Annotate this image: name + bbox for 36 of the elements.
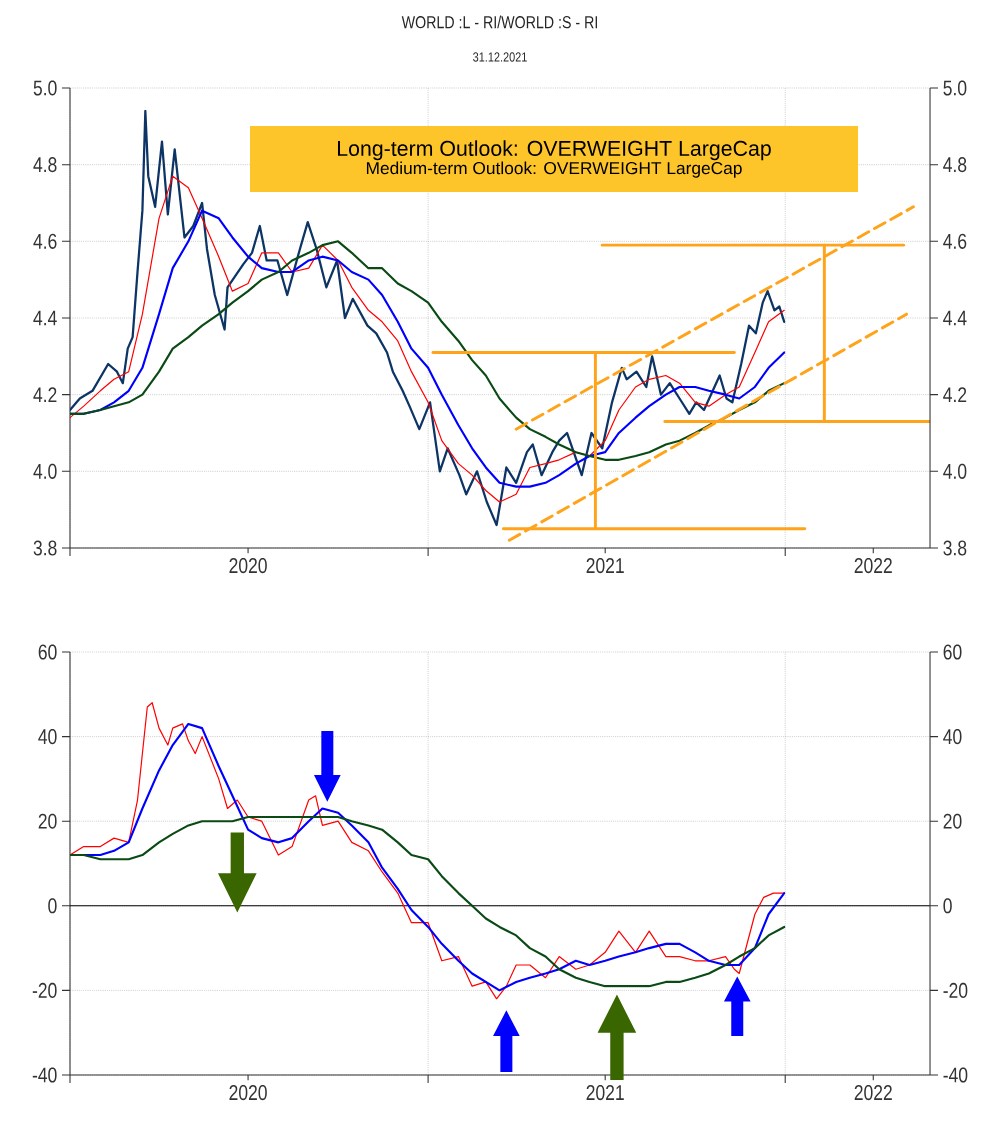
- y-tick-label: 4.2: [33, 387, 57, 403]
- y-tick-label: 20: [38, 813, 57, 829]
- y2-tick-label: 4.0: [943, 463, 967, 479]
- y2-tick-label: 4.4: [943, 310, 967, 326]
- y2-tick-label: 0: [943, 898, 952, 914]
- y2-tick-label: -40: [943, 1067, 968, 1083]
- y-tick-label: 40: [38, 729, 57, 745]
- y2-tick-label: 20: [943, 813, 962, 829]
- x-tick-label: 2021: [586, 558, 624, 574]
- y2-tick-label: 4.2: [943, 387, 967, 403]
- y2-tick-label: 60: [943, 644, 962, 660]
- y2-tick-label: -20: [943, 982, 968, 998]
- x-tick-label: 2021: [586, 1085, 624, 1101]
- y-tick-label: 4.6: [33, 233, 57, 249]
- y-tick-label: 5.0: [33, 80, 57, 96]
- annotation: Long-term Outlook: OVERWEIGHT LargeCap: [338, 140, 771, 161]
- y-tick-label: 60: [38, 644, 57, 660]
- x-tick-label: 2022: [854, 1085, 892, 1101]
- y-tick-label: -40: [32, 1067, 57, 1083]
- y-tick-label: 3.8: [33, 540, 57, 556]
- y2-tick-label: 4.8: [943, 157, 967, 173]
- y-tick-label: -20: [32, 982, 57, 998]
- y-tick-label: 4.8: [33, 157, 57, 173]
- y2-tick-label: 3.8: [943, 540, 967, 556]
- x-tick-label: 2022: [854, 558, 892, 574]
- x-tick-label: 2020: [229, 558, 267, 574]
- y2-tick-label: 4.6: [943, 233, 967, 249]
- y2-tick-label: 5.0: [943, 80, 967, 96]
- y-tick-label: 4.0: [33, 463, 57, 479]
- chart-subtitle: 31.12.2021: [473, 52, 527, 62]
- y-tick-label: 4.4: [33, 310, 57, 326]
- chart-title: WORLD :L - RI/WORLD :S - RI: [401, 15, 597, 29]
- annotation: Medium-term Outlook: OVERWEIGHT LargeCap: [366, 161, 742, 178]
- x-tick-label: 2020: [229, 1085, 267, 1101]
- y2-tick-label: 40: [943, 729, 962, 745]
- y-tick-label: 0: [48, 898, 57, 914]
